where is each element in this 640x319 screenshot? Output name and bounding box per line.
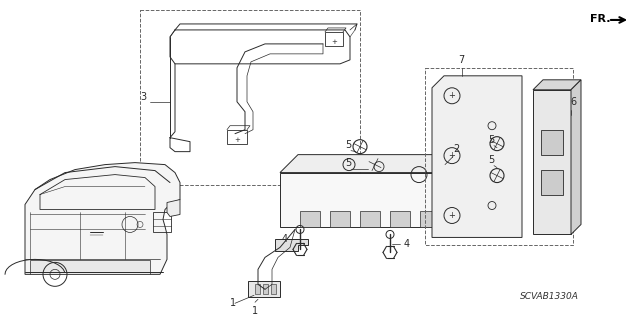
Polygon shape bbox=[432, 76, 522, 237]
Text: +: + bbox=[234, 137, 240, 143]
Bar bbox=[325, 32, 343, 46]
Polygon shape bbox=[167, 199, 180, 217]
Bar bbox=[263, 284, 268, 294]
Text: +: + bbox=[331, 39, 337, 45]
Text: +: + bbox=[449, 211, 456, 220]
Bar bbox=[360, 211, 380, 227]
Polygon shape bbox=[280, 173, 450, 227]
Text: 5: 5 bbox=[488, 135, 494, 145]
Text: +: + bbox=[449, 151, 456, 160]
Text: 4: 4 bbox=[282, 234, 288, 244]
Polygon shape bbox=[533, 80, 581, 90]
Text: 5: 5 bbox=[345, 140, 351, 150]
Polygon shape bbox=[275, 240, 308, 251]
Bar bbox=[541, 130, 563, 155]
Bar bbox=[153, 212, 171, 233]
Bar bbox=[425, 68, 573, 245]
Polygon shape bbox=[25, 163, 180, 274]
Polygon shape bbox=[571, 80, 581, 234]
Text: +: + bbox=[449, 91, 456, 100]
Polygon shape bbox=[533, 90, 571, 234]
Text: 1: 1 bbox=[230, 298, 236, 308]
Text: 3: 3 bbox=[140, 92, 146, 102]
Bar bbox=[30, 260, 150, 274]
Text: 7: 7 bbox=[458, 55, 464, 65]
Text: 4: 4 bbox=[404, 240, 410, 249]
Bar bbox=[227, 130, 247, 144]
Bar bbox=[390, 211, 410, 227]
Bar bbox=[140, 10, 360, 185]
Polygon shape bbox=[280, 155, 468, 173]
Text: 2: 2 bbox=[453, 144, 460, 154]
Text: 5: 5 bbox=[345, 158, 351, 167]
Text: 6: 6 bbox=[570, 97, 576, 107]
Text: 1: 1 bbox=[252, 306, 258, 316]
Bar bbox=[271, 284, 276, 294]
Bar bbox=[300, 211, 320, 227]
Bar bbox=[255, 284, 260, 294]
Text: 5: 5 bbox=[488, 155, 494, 165]
Text: FR.: FR. bbox=[590, 14, 611, 24]
Polygon shape bbox=[450, 155, 468, 227]
Bar bbox=[420, 211, 440, 227]
Text: SCVAB1330A: SCVAB1330A bbox=[520, 292, 579, 301]
Polygon shape bbox=[248, 281, 280, 297]
Bar bbox=[330, 211, 350, 227]
Bar bbox=[541, 170, 563, 195]
